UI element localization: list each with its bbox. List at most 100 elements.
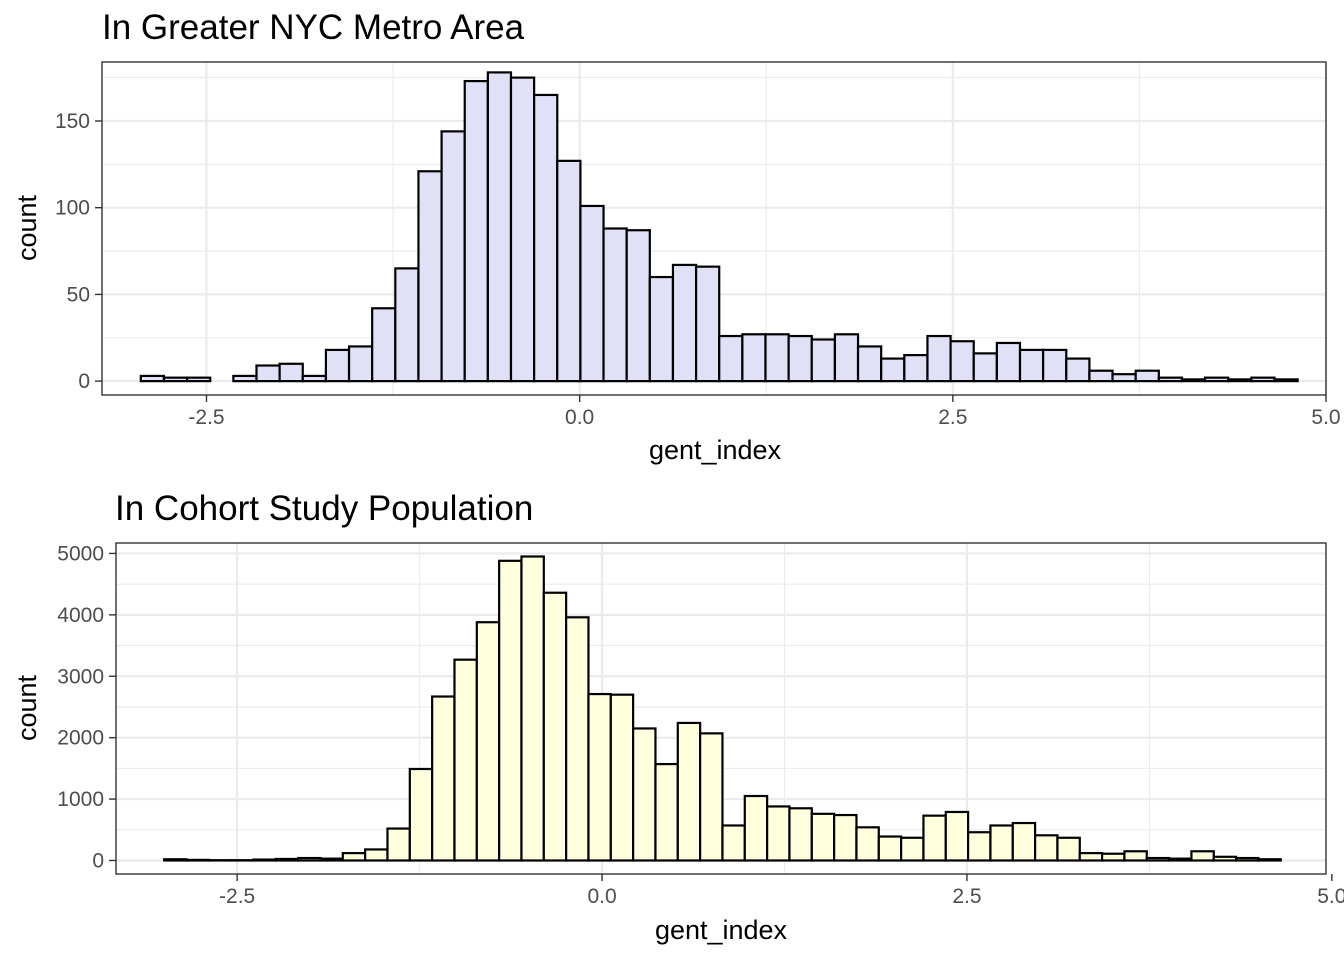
histogram-bar <box>164 378 187 381</box>
histogram-bar <box>696 267 719 381</box>
histogram-bar <box>432 697 454 861</box>
histogram-bar <box>141 376 164 381</box>
histogram-bar <box>974 353 997 381</box>
y-tick-label: 100 <box>55 197 90 220</box>
histogram-bar <box>1147 858 1169 860</box>
y-axis-title: count <box>12 674 42 741</box>
histogram-bar <box>650 277 673 381</box>
histogram-bar <box>951 341 974 381</box>
histogram-bar <box>320 859 342 861</box>
y-tick-label: 0 <box>92 849 104 872</box>
histogram-bar <box>164 859 186 860</box>
histogram-bar <box>1080 853 1102 860</box>
histogram-bar <box>1043 350 1066 381</box>
histogram-bar <box>557 161 580 381</box>
histogram-bar <box>1089 371 1112 381</box>
histogram-bar <box>835 334 858 381</box>
histogram-bar <box>633 728 655 860</box>
histogram-bar <box>719 336 742 381</box>
histogram-bar <box>1191 851 1213 860</box>
histogram-bar <box>968 832 990 860</box>
y-tick-label: 2000 <box>57 727 104 750</box>
y-tick-label: 150 <box>55 110 90 133</box>
histogram-bar <box>511 78 534 382</box>
histogram-bar <box>627 230 650 381</box>
histogram-bar <box>1102 854 1124 861</box>
histogram-bar <box>1214 857 1236 861</box>
histogram-bar <box>580 206 603 381</box>
histogram-bar <box>901 838 923 861</box>
y-tick-label: 1000 <box>57 788 104 811</box>
histogram-bar <box>1169 859 1191 861</box>
histogram-bar <box>655 764 677 860</box>
histogram-bar <box>521 557 543 861</box>
histogram-bar <box>927 336 950 381</box>
histogram-bar <box>1258 859 1280 860</box>
histogram-bar <box>365 849 387 860</box>
x-axis-title: gent_index <box>649 435 782 465</box>
chart-cohort-study: In Cohort Study Population gent_index co… <box>12 489 1344 945</box>
histogram-bar <box>611 695 633 861</box>
histogram-bar <box>186 860 208 861</box>
histogram-bar <box>946 812 968 861</box>
histogram-bar <box>745 796 767 860</box>
histogram-bar <box>812 814 834 861</box>
histogram-bar <box>588 694 610 860</box>
histogram-bar <box>1182 379 1205 381</box>
y-tick-label: 50 <box>67 283 90 306</box>
histogram-bar <box>789 336 812 381</box>
histogram-bar <box>834 815 856 860</box>
histogram-bar <box>1228 379 1251 381</box>
histogram-bar <box>904 355 927 381</box>
histogram-bar <box>1035 835 1057 860</box>
histogram-bar <box>1236 858 1258 860</box>
x-axis-title: gent_index <box>655 915 788 945</box>
histogram-bar <box>1113 374 1136 381</box>
histogram-bar <box>418 171 441 381</box>
histogram-bar <box>566 617 588 860</box>
x-tick-label: 0.0 <box>587 885 616 908</box>
histogram-bar <box>856 827 878 860</box>
y-tick-label: 4000 <box>57 604 104 627</box>
y-tick-label: 0 <box>78 370 90 393</box>
histogram-bar <box>534 95 557 381</box>
histogram-bar <box>722 825 744 860</box>
bars <box>164 557 1281 861</box>
histogram-bar <box>387 829 409 861</box>
histogram-bar <box>465 81 488 381</box>
histogram-bar <box>742 334 765 381</box>
y-tick-label: 5000 <box>57 542 104 565</box>
histogram-bar <box>812 340 835 382</box>
histogram-bar <box>1205 378 1228 381</box>
histogram-bar <box>1159 378 1182 381</box>
histogram-bar <box>256 366 279 382</box>
histogram-bar <box>767 806 789 860</box>
histogram-bar <box>881 359 904 382</box>
histogram-bar <box>700 733 722 860</box>
histogram-bar <box>499 561 521 861</box>
histogram-bar <box>858 346 881 381</box>
histogram-bar <box>276 859 298 861</box>
histogram-bar <box>1066 359 1089 382</box>
x-tick-label: -2.5 <box>219 885 255 908</box>
histogram-bar <box>442 131 465 381</box>
x-tick-label: 0.0 <box>565 406 594 429</box>
histogram-bar <box>1124 851 1146 860</box>
histogram-bar <box>343 853 365 860</box>
x-tick-label: -2.5 <box>188 406 224 429</box>
histogram-bar <box>253 860 275 861</box>
histogram-bar <box>1013 823 1035 860</box>
histogram-bar <box>488 72 511 381</box>
histogram-bar <box>326 350 349 381</box>
histogram-bar <box>1057 838 1079 861</box>
x-tick-label: 5.0 <box>1317 885 1344 908</box>
histogram-bar <box>544 593 566 861</box>
x-tick-label: 2.5 <box>938 406 967 429</box>
y-tick-label: 3000 <box>57 665 104 688</box>
x-tick-label: 5.0 <box>1311 406 1340 429</box>
histogram-bar <box>298 858 320 860</box>
histogram-bar <box>990 825 1012 860</box>
histogram-bar <box>678 723 700 861</box>
